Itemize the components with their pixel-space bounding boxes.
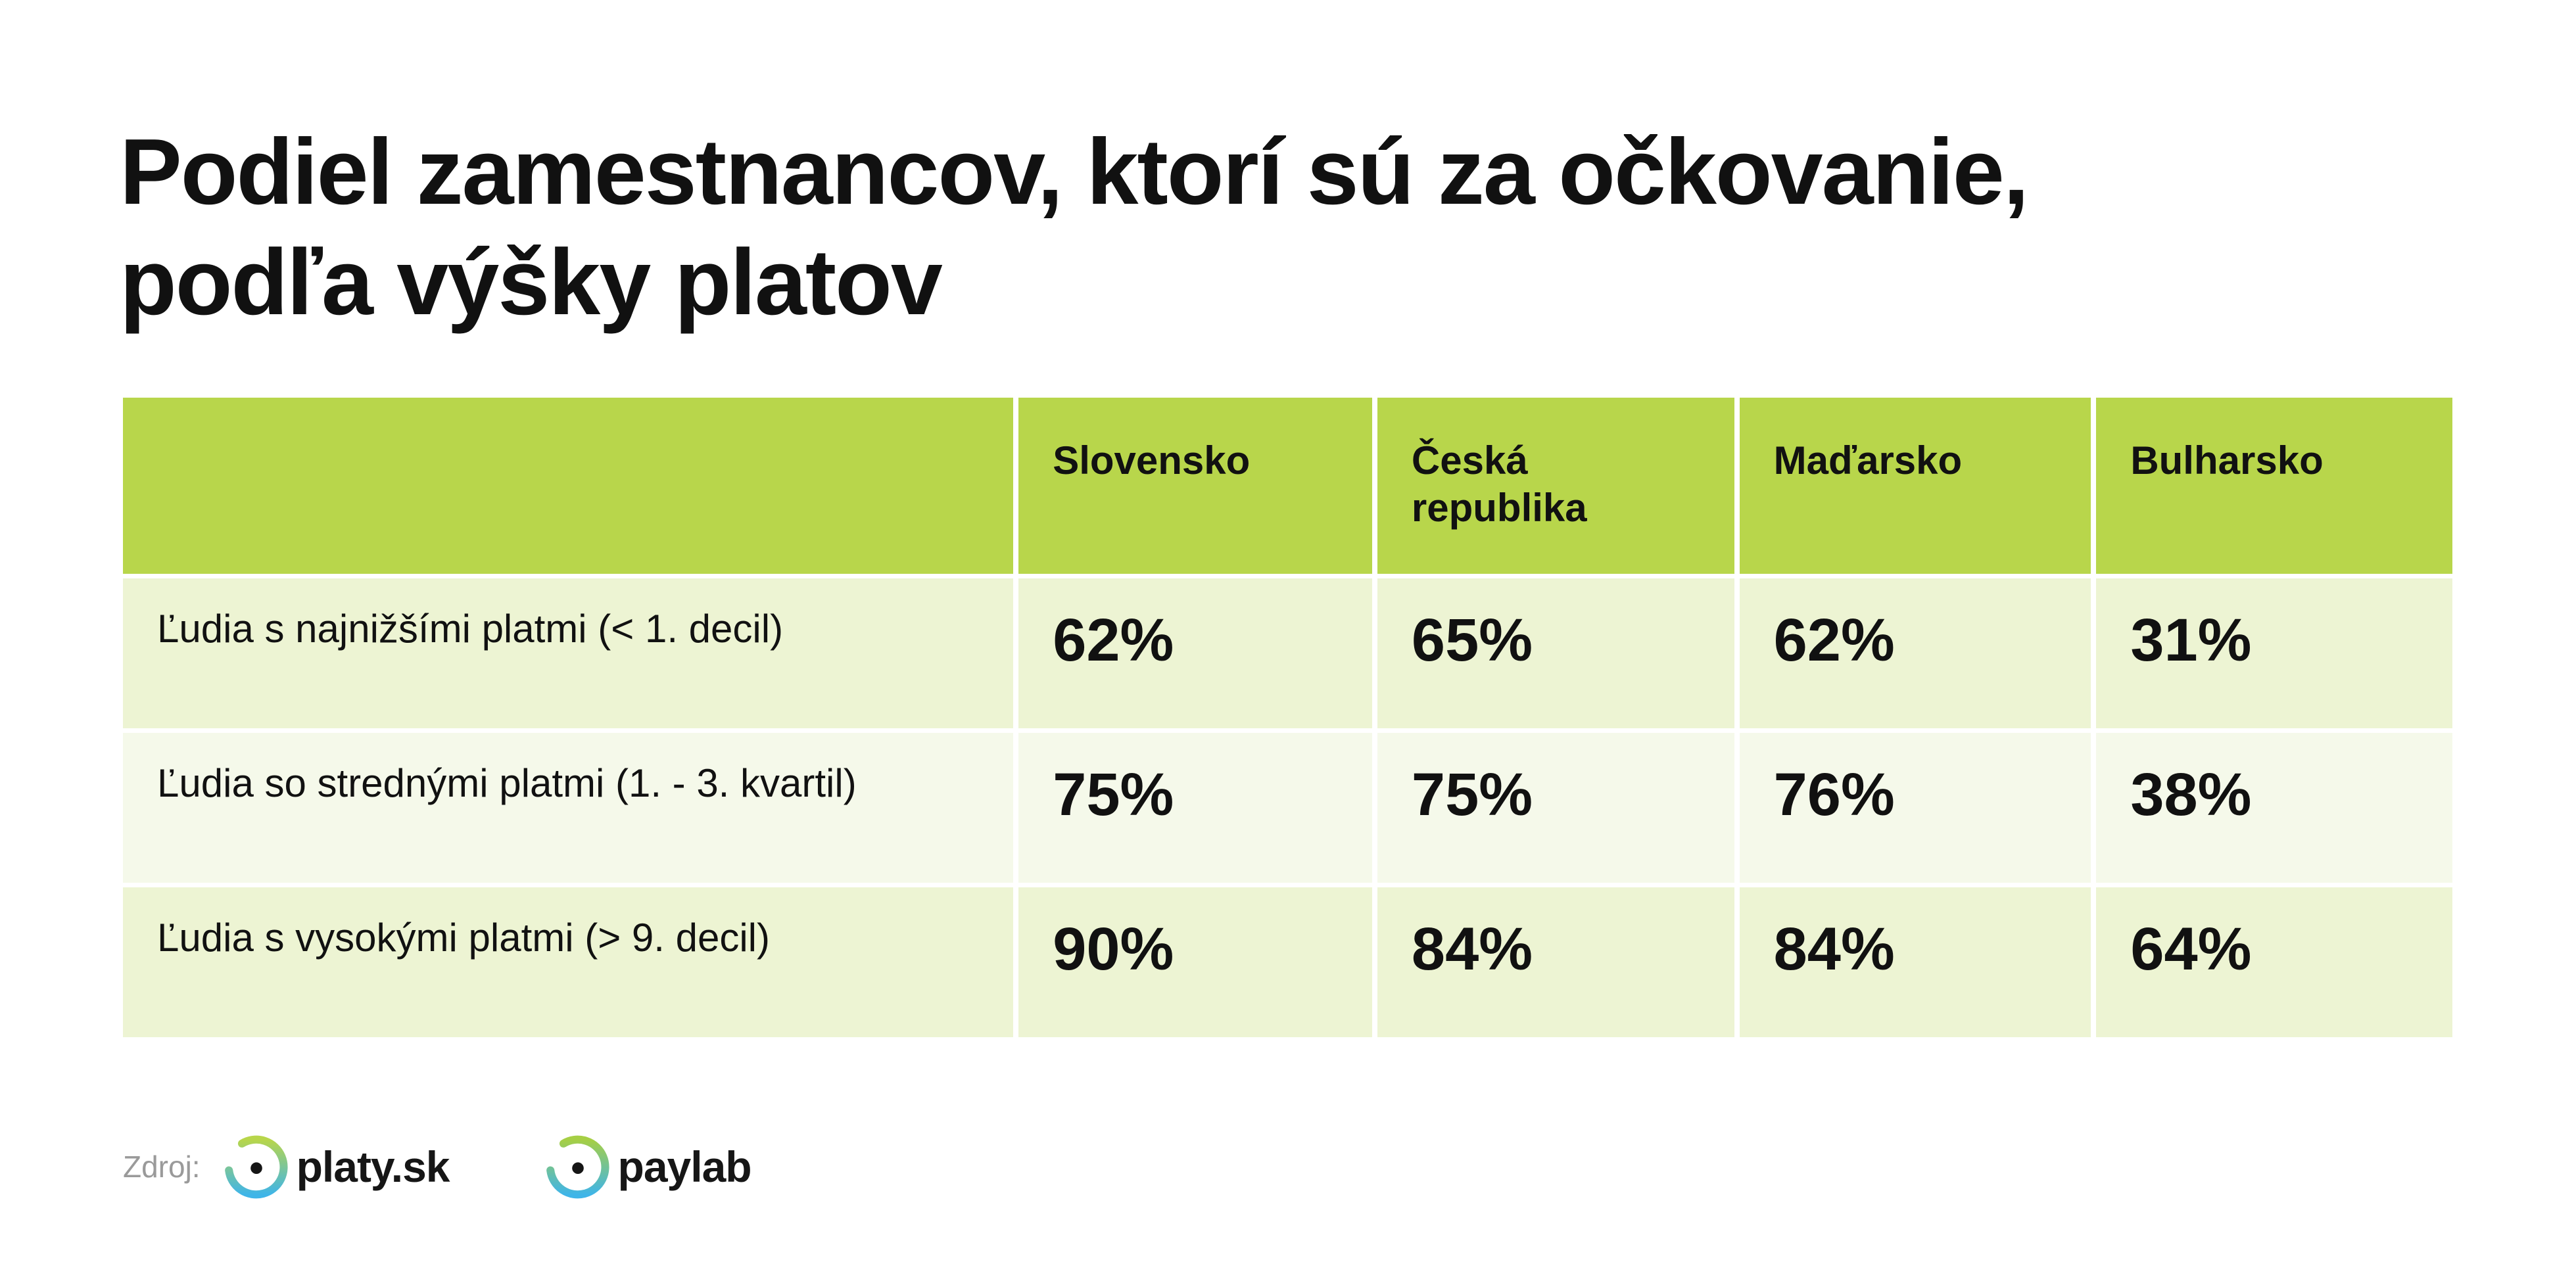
ring-logo-icon [546, 1135, 609, 1199]
table-row: Ľudia s vysokými platmi (> 9. decil) 90%… [123, 887, 2453, 1042]
value-cell: 90% [1018, 887, 1372, 1037]
logo-text: paylab [617, 1142, 752, 1191]
header-cell-ceska-republika: Česká republika [1377, 398, 1734, 574]
row-label: Ľudia so strednými platmi (1. - 3. kvart… [123, 733, 1014, 883]
header-cell-bulharsko: Bulharsko [2096, 398, 2453, 574]
logo-text: platy.sk [296, 1142, 450, 1191]
page-title: Podiel zamestnancov, ktorí sú za očkovan… [120, 117, 2029, 338]
title-line-2: podľa výšky platov [120, 230, 943, 335]
table-header-row: Slovensko Česká republika Maďarsko Bulha… [123, 398, 2453, 578]
source-label: Zdroj: [123, 1150, 201, 1184]
value-cell: 64% [2096, 887, 2453, 1037]
value-cell: 84% [1739, 887, 2091, 1037]
value-cell: 65% [1377, 578, 1734, 728]
header-cell-empty [123, 398, 1014, 574]
value-cell: 75% [1018, 733, 1372, 883]
value-cell: 84% [1377, 887, 1734, 1037]
value-cell: 76% [1739, 733, 2091, 883]
header-text: Česká republika [1411, 438, 1587, 530]
data-table: Slovensko Česká republika Maďarsko Bulha… [123, 398, 2453, 1042]
value-cell: 75% [1377, 733, 1734, 883]
header-cell-madarsko: Maďarsko [1739, 398, 2091, 574]
paylab-logo: paylab [542, 1131, 752, 1203]
platy-sk-logo: platy.sk [220, 1131, 450, 1203]
value-cell: 62% [1739, 578, 2091, 728]
table-row: Ľudia so strednými platmi (1. - 3. kvart… [123, 733, 2453, 887]
value-cell: 38% [2096, 733, 2453, 883]
row-label: Ľudia s vysokými platmi (> 9. decil) [123, 887, 1014, 1037]
header-cell-slovensko: Slovensko [1018, 398, 1372, 574]
value-cell: 31% [2096, 578, 2453, 728]
ring-logo-icon [224, 1135, 288, 1199]
value-cell: 62% [1018, 578, 1372, 728]
title-line-1: Podiel zamestnancov, ktorí sú za očkovan… [120, 120, 2029, 224]
table-row: Ľudia s najnižšími platmi (< 1. decil) 6… [123, 578, 2453, 733]
row-label: Ľudia s najnižšími platmi (< 1. decil) [123, 578, 1014, 728]
source-footer: Zdroj: platy.sk paylab [123, 1124, 844, 1209]
